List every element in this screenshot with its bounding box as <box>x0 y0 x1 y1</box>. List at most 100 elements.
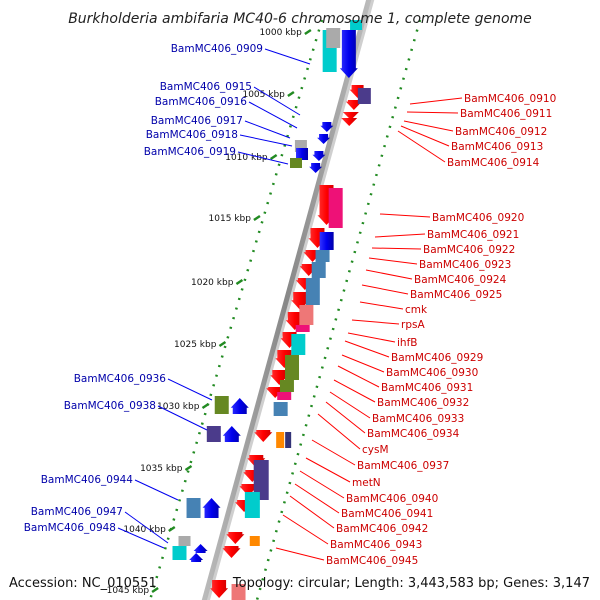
gene-arrow <box>317 134 331 144</box>
cog-box <box>214 396 229 414</box>
gene-label-right: BamMC406_0920 <box>432 212 524 224</box>
cog-box <box>206 426 221 442</box>
gene-label-left: BamMC406_0938 <box>64 400 156 412</box>
gene-label-right: BamMC406_0921 <box>427 229 519 241</box>
cog-box <box>326 28 341 48</box>
gene-arrow <box>189 553 204 562</box>
kbp-tick-label: 1030 kbp <box>157 402 200 412</box>
kbp-tick-mark <box>151 586 159 594</box>
kbp-tick-mark <box>168 525 176 533</box>
cog-box <box>172 546 187 560</box>
cog-box <box>311 262 326 278</box>
gene-label-left: BamMC406_0936 <box>74 373 167 385</box>
gene-label-right: BamMC406_0913 <box>451 141 543 153</box>
kbp-tick-mark <box>184 464 193 472</box>
gene-arrow <box>270 370 289 385</box>
label-leader <box>400 125 450 147</box>
kbp-tick-mark <box>304 28 312 36</box>
cog-box <box>350 20 363 30</box>
kbp-tick-mark <box>269 153 278 161</box>
label-leader <box>311 439 356 466</box>
gene-arrow <box>339 30 358 78</box>
label-leader <box>371 247 422 250</box>
gene-arrow <box>239 484 258 496</box>
cog-box <box>328 188 343 228</box>
gene-label-right: BamMC406_0931 <box>381 382 473 394</box>
label-leader <box>289 495 335 529</box>
cog-box <box>299 305 314 325</box>
label-leader <box>305 457 351 483</box>
label-leader <box>117 527 165 549</box>
gene-label-right: BamMC406_0930 <box>386 367 478 379</box>
gene-label-left: BamMC406_0948 <box>24 522 116 534</box>
label-leader <box>239 134 293 147</box>
kbp-tick-label: 1025 kbp <box>174 340 217 350</box>
gene-label-right: BamMC406_0929 <box>391 352 483 364</box>
cog-box <box>285 432 292 448</box>
cog-box <box>291 334 306 355</box>
gene-arrow <box>309 163 323 173</box>
label-leader <box>167 378 213 401</box>
map-title: Burkholderia ambifaria MC40-6 chromosome… <box>68 11 532 27</box>
label-leader <box>134 479 179 501</box>
label-leader <box>317 413 361 450</box>
gene-label-left: BamMC406_0917 <box>151 115 243 127</box>
gene-label-right: cysM <box>362 444 389 456</box>
label-leader <box>341 354 385 373</box>
gene-arrow <box>230 398 249 414</box>
gene-labels: BamMC406_0909 BamMC406_0915 BamMC406_0916 B… <box>24 43 557 567</box>
gene-label-left: BamMC406_0918 <box>146 129 238 141</box>
gene-label-left: BamMC406_0909 <box>171 43 263 55</box>
label-leader <box>244 120 291 139</box>
label-leader <box>333 379 376 403</box>
label-leader <box>379 213 431 218</box>
cog-box <box>357 88 371 104</box>
cog-box <box>244 492 260 518</box>
tick-track-right <box>255 19 422 600</box>
gene-label-right: BamMC406_0925 <box>410 289 502 301</box>
kbp-tick-mark <box>201 402 210 410</box>
label-leaders <box>117 48 463 561</box>
gene-label-left: BamMC406_0916 <box>155 96 248 108</box>
label-leader <box>294 483 340 514</box>
gene-arrow <box>210 580 229 598</box>
gene-label-right: BamMC406_0922 <box>423 244 515 256</box>
gene-label-right: ihfB <box>397 337 417 349</box>
cog-box <box>253 460 269 500</box>
gene-arrow <box>222 426 241 442</box>
label-leader <box>347 332 396 343</box>
cog-box <box>305 278 320 305</box>
label-leader <box>329 391 371 419</box>
label-leader <box>264 48 311 65</box>
cog-box <box>273 402 288 416</box>
kbp-tick-mark <box>218 340 227 348</box>
cog-box <box>315 250 330 262</box>
label-leader <box>275 547 325 561</box>
kbp-tick-label: 1005 kbp <box>242 90 285 100</box>
label-leader <box>299 470 345 499</box>
cog-box <box>285 355 300 380</box>
kbp-tick-mark <box>253 214 261 222</box>
label-leader <box>365 269 413 280</box>
gene-arrow <box>202 498 221 518</box>
gene-arrow <box>275 350 294 368</box>
kbp-ticks: 1000 kbp 1005 kbp 1010 kbp 1015 kbp 1020 kbp… <box>107 28 312 596</box>
label-leader <box>374 233 426 238</box>
kbp-tick-mark <box>287 90 295 98</box>
gene-label-left: BamMC406_0915 <box>160 81 252 93</box>
label-leader <box>406 111 459 114</box>
cog-box <box>231 584 246 600</box>
gene-arrow <box>320 122 334 132</box>
gene-label-right: BamMC406_0945 <box>326 555 418 567</box>
gene-label-right: BamMC406_0910 <box>464 93 556 105</box>
cog-box <box>290 158 303 168</box>
label-leader <box>409 97 463 105</box>
gene-label-right: BamMC406_0932 <box>377 397 469 409</box>
gene-label-right: BamMC406_0943 <box>330 539 422 551</box>
gene-label-right: BamMC406_0940 <box>346 493 438 505</box>
gene-arrow <box>285 312 304 330</box>
label-leader <box>361 284 409 295</box>
label-leader <box>337 365 380 388</box>
